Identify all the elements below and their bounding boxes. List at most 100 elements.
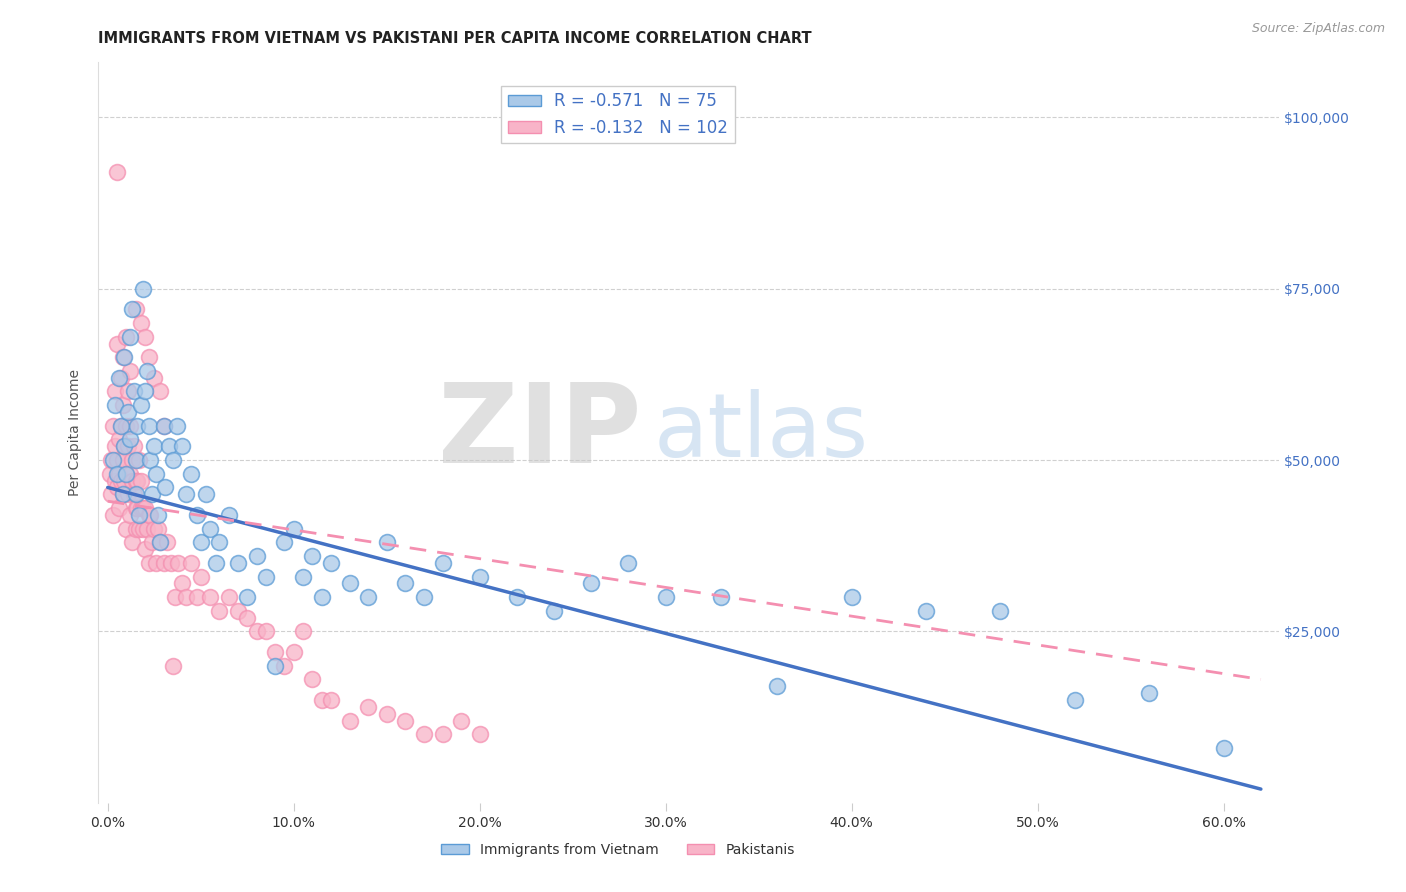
Point (115, 329, 138, 343)
Point (115, 467, 138, 481)
Point (226, 604, 249, 618)
Point (375, 535, 398, 549)
Point (394, 576, 416, 591)
Point (190, 569, 212, 583)
Point (319, 693, 342, 707)
Point (105, 165, 128, 179)
Point (311, 693, 333, 707)
Point (152, 418, 174, 433)
Point (710, 590, 733, 604)
Point (339, 576, 361, 591)
Point (138, 556, 160, 570)
Point (654, 590, 676, 604)
Point (117, 405, 139, 419)
Text: IMMIGRANTS FROM VIETNAM VS PAKISTANI PER CAPITA INCOME CORRELATION CHART: IMMIGRANTS FROM VIETNAM VS PAKISTANI PER… (98, 31, 813, 46)
Point (114, 350, 136, 364)
Text: atlas: atlas (654, 389, 869, 476)
Point (118, 508, 141, 522)
Point (174, 487, 197, 501)
Point (166, 418, 188, 433)
Point (273, 658, 295, 673)
Point (128, 508, 150, 522)
Point (105, 336, 128, 351)
Point (110, 371, 132, 385)
Point (143, 522, 166, 536)
Point (118, 329, 141, 343)
Point (141, 487, 163, 501)
Point (162, 453, 184, 467)
Point (118, 467, 141, 481)
Point (104, 474, 127, 488)
Point (146, 508, 169, 522)
Point (146, 522, 169, 536)
Point (617, 556, 640, 570)
Point (264, 658, 287, 673)
Point (114, 439, 136, 453)
Point (236, 610, 259, 624)
Point (186, 590, 208, 604)
Point (412, 590, 434, 604)
Point (155, 480, 177, 494)
Point (208, 535, 231, 549)
Point (139, 508, 162, 522)
Point (104, 439, 127, 453)
Point (245, 549, 267, 563)
Point (292, 624, 315, 639)
Point (129, 474, 152, 488)
Point (292, 569, 315, 583)
Point (105, 467, 128, 481)
Point (143, 439, 166, 453)
Point (283, 645, 305, 659)
Point (766, 679, 789, 693)
Point (432, 556, 454, 570)
Point (122, 384, 145, 399)
Point (100, 453, 122, 467)
Point (432, 727, 454, 741)
Point (129, 501, 152, 516)
Point (117, 487, 139, 501)
Point (208, 604, 231, 618)
Point (111, 453, 134, 467)
Point (134, 542, 156, 557)
Point (162, 658, 184, 673)
Point (103, 418, 125, 433)
Point (138, 508, 160, 522)
Point (115, 467, 138, 481)
Point (132, 282, 155, 296)
Point (135, 364, 157, 378)
Point (98, 467, 121, 481)
Legend: Immigrants from Vietnam, Pakistanis: Immigrants from Vietnam, Pakistanis (436, 838, 800, 863)
Point (506, 590, 529, 604)
Point (110, 418, 132, 433)
Point (129, 398, 152, 412)
Point (118, 433, 141, 447)
Point (124, 501, 146, 516)
Point (357, 699, 380, 714)
Point (990, 604, 1012, 618)
Point (1137, 686, 1160, 700)
Point (412, 727, 434, 741)
Text: ZIP: ZIP (439, 379, 641, 486)
Point (134, 501, 156, 516)
Point (218, 508, 240, 522)
Point (141, 535, 163, 549)
Point (117, 384, 139, 399)
Point (245, 624, 267, 639)
Point (468, 727, 491, 741)
Point (129, 316, 152, 330)
Point (122, 487, 145, 501)
Point (160, 556, 183, 570)
Point (121, 453, 143, 467)
Point (450, 714, 472, 728)
Point (114, 474, 136, 488)
Point (190, 535, 212, 549)
Point (127, 474, 149, 488)
Point (111, 398, 134, 412)
Point (339, 714, 361, 728)
Point (167, 556, 190, 570)
Point (226, 556, 249, 570)
Point (186, 508, 208, 522)
Point (108, 467, 131, 481)
Point (132, 522, 155, 536)
Point (122, 439, 145, 453)
